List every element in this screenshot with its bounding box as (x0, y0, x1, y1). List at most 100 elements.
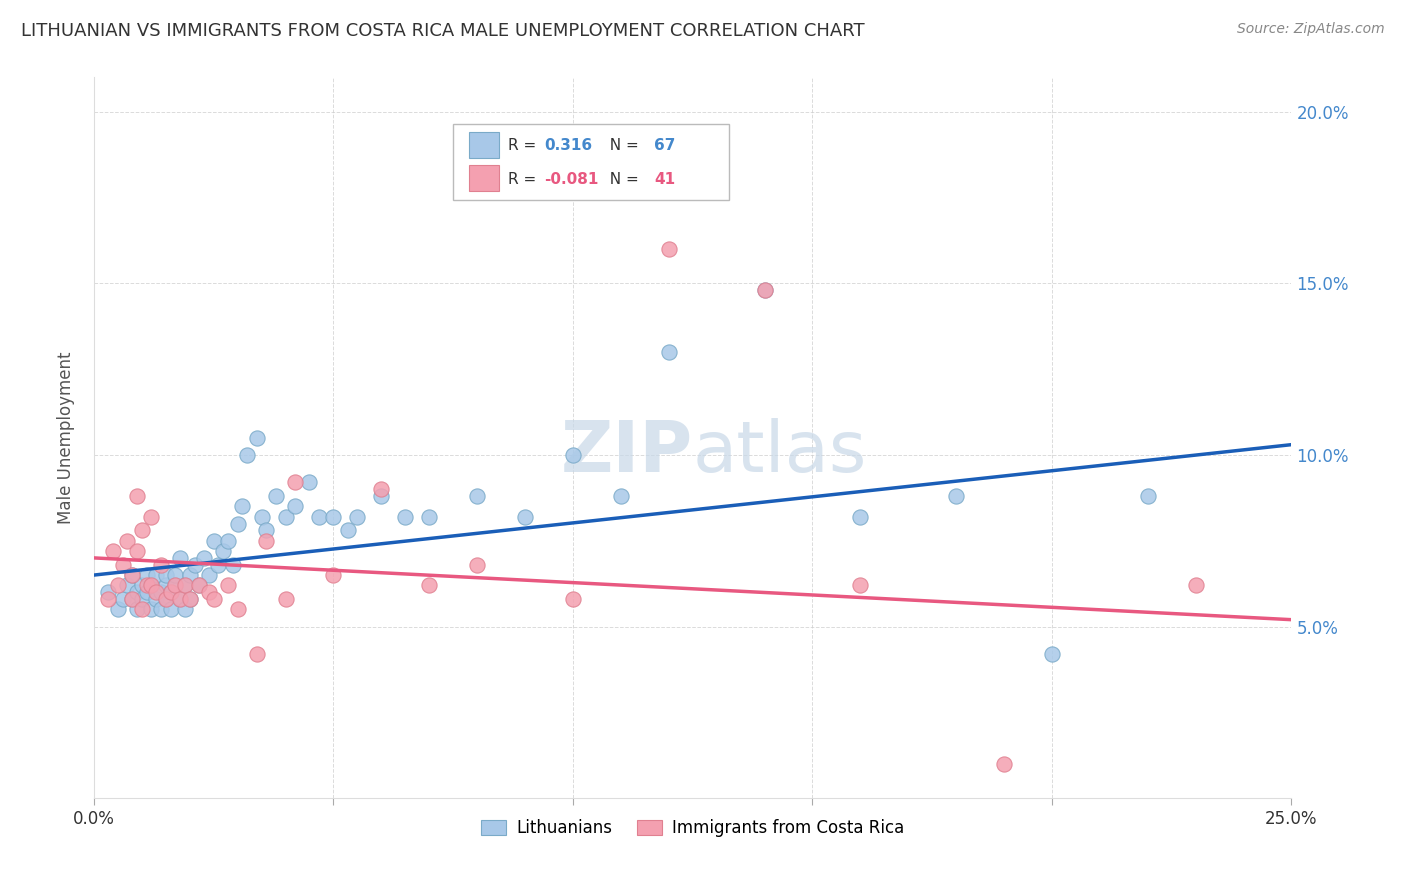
Point (174, 578, 197, 592)
Text: 67: 67 (654, 137, 676, 153)
FancyBboxPatch shape (468, 132, 499, 158)
Point (174, 602, 197, 616)
Point (101, 544, 124, 558)
Point (125, 585, 148, 599)
Point (1184, 578, 1206, 592)
Point (121, 568, 143, 582)
FancyBboxPatch shape (468, 165, 499, 191)
Point (165, 578, 187, 592)
Text: 0.316: 0.316 (544, 137, 592, 153)
Point (231, 500, 253, 514)
Point (254, 533, 277, 548)
Point (117, 533, 139, 548)
Point (145, 592, 167, 607)
Point (246, 431, 269, 445)
Point (111, 558, 134, 572)
Point (159, 585, 181, 599)
Point (159, 585, 181, 599)
Point (117, 578, 139, 592)
Point (250, 509, 273, 524)
Point (135, 585, 157, 599)
Point (165, 578, 187, 592)
Point (159, 602, 181, 616)
Point (465, 558, 488, 572)
Text: ZIP: ZIP (561, 417, 693, 487)
Point (274, 592, 297, 607)
Point (121, 592, 143, 607)
Point (121, 568, 143, 582)
Point (754, 283, 776, 297)
Text: LITHUANIAN VS IMMIGRANTS FROM COSTA RICA MALE UNEMPLOYMENT CORRELATION CHART: LITHUANIAN VS IMMIGRANTS FROM COSTA RICA… (21, 22, 865, 40)
Point (284, 475, 307, 490)
Point (141, 578, 163, 592)
Point (179, 592, 201, 607)
Point (188, 578, 211, 592)
Point (193, 550, 215, 565)
Point (418, 509, 440, 524)
Text: R =: R = (509, 172, 541, 186)
Point (849, 509, 872, 524)
Point (246, 647, 269, 661)
Point (165, 568, 187, 582)
Point (658, 345, 681, 359)
Point (226, 602, 249, 616)
Point (308, 509, 330, 524)
Point (465, 489, 488, 503)
Point (169, 592, 191, 607)
Point (561, 592, 583, 607)
Text: atlas: atlas (693, 417, 868, 487)
Point (610, 489, 633, 503)
Point (198, 585, 221, 599)
Point (322, 568, 344, 582)
Point (222, 558, 245, 572)
Point (370, 483, 392, 497)
Point (107, 602, 129, 616)
Point (254, 524, 277, 538)
Point (131, 524, 153, 538)
Point (202, 533, 225, 548)
Point (207, 558, 229, 572)
Point (121, 592, 143, 607)
Point (145, 568, 167, 582)
Point (125, 602, 148, 616)
Point (236, 448, 259, 462)
Point (155, 592, 177, 607)
Point (394, 509, 416, 524)
Point (135, 568, 157, 582)
Point (754, 283, 776, 297)
Point (169, 592, 191, 607)
Point (513, 509, 536, 524)
Point (150, 602, 173, 616)
Text: 41: 41 (654, 172, 675, 186)
Point (188, 578, 211, 592)
Point (155, 568, 177, 582)
Text: N =: N = (600, 137, 644, 153)
Point (97, 585, 120, 599)
Text: R =: R = (509, 137, 541, 153)
Point (202, 592, 225, 607)
Point (135, 578, 157, 592)
Point (226, 516, 249, 531)
Point (993, 756, 1015, 771)
Point (264, 489, 287, 503)
Point (1136, 489, 1159, 503)
Point (561, 448, 583, 462)
Point (174, 578, 197, 592)
Point (125, 489, 148, 503)
Text: N =: N = (600, 172, 644, 186)
Point (418, 578, 440, 592)
Point (145, 585, 167, 599)
Point (155, 578, 177, 592)
Point (1040, 647, 1063, 661)
Point (945, 489, 967, 503)
Point (658, 242, 681, 256)
Point (97, 592, 120, 607)
Point (183, 558, 205, 572)
Point (131, 592, 153, 607)
FancyBboxPatch shape (453, 124, 728, 200)
Point (125, 544, 148, 558)
Point (370, 489, 392, 503)
Point (131, 602, 153, 616)
Point (346, 509, 368, 524)
Point (322, 509, 344, 524)
